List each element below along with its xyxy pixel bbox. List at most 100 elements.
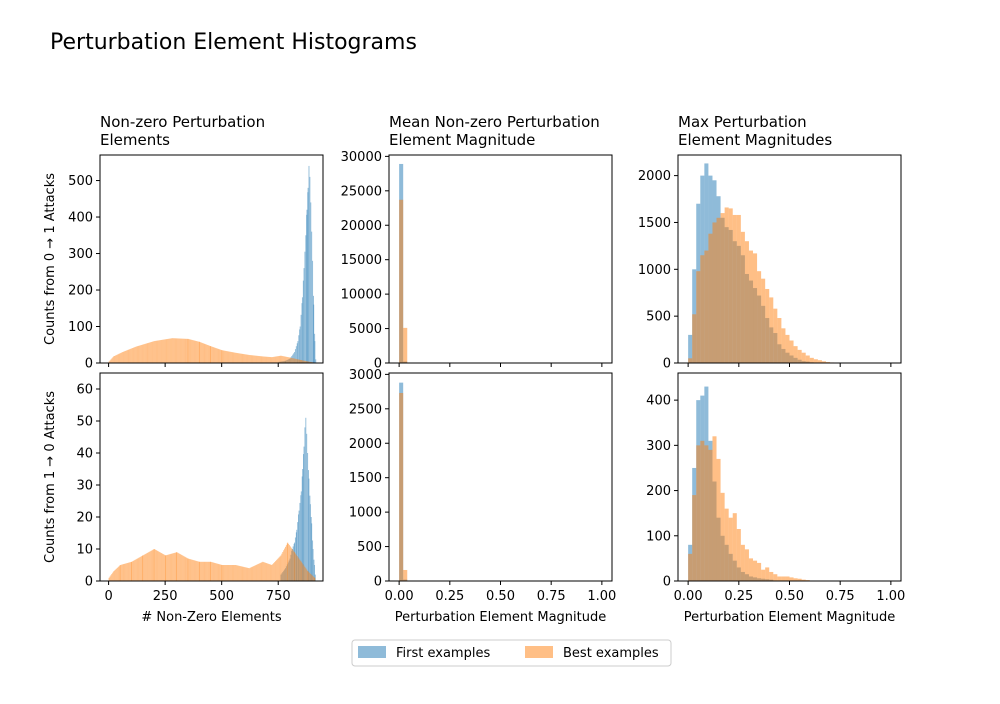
histogram-bar <box>167 339 168 363</box>
histogram-bar <box>270 357 271 363</box>
histogram-bar <box>175 553 176 581</box>
histogram-bar <box>185 557 186 581</box>
histogram-bar <box>141 556 142 581</box>
histogram-bar <box>277 356 278 363</box>
histogram-bar <box>111 358 112 363</box>
y-tick-label: 0 <box>663 575 671 590</box>
subplot-title-line: Non-zero Perturbation <box>100 113 265 131</box>
y-tick-label: 2000 <box>349 437 382 452</box>
histogram-bar <box>122 564 123 581</box>
histogram-bar <box>266 357 267 363</box>
histogram-bar <box>289 357 290 363</box>
histogram-bar <box>151 551 152 581</box>
x-tick-label: 0.75 <box>537 589 566 604</box>
histogram-bar <box>125 563 126 581</box>
histogram-bar <box>147 343 148 363</box>
histogram-bar <box>237 353 238 363</box>
histogram-bar <box>163 340 164 363</box>
histogram-bar <box>313 577 314 581</box>
histogram-bar <box>231 352 232 363</box>
histogram-bar <box>168 555 169 581</box>
histogram-bar <box>219 349 220 363</box>
histogram-bar <box>290 358 291 363</box>
histogram-bar <box>162 340 163 363</box>
histogram-bar <box>226 351 227 363</box>
histogram-bar <box>231 565 232 581</box>
histogram-bar <box>214 563 215 581</box>
histogram-bar <box>302 563 303 581</box>
histogram-bar <box>227 565 228 581</box>
histogram-bar <box>152 550 153 581</box>
subplot-title-line: Element Magnitude <box>389 131 535 149</box>
histogram-bar <box>246 355 247 363</box>
histogram-bar <box>207 562 208 581</box>
histogram-bar <box>217 564 218 581</box>
histogram-bar <box>298 335 299 363</box>
histogram-bar <box>246 568 247 581</box>
histogram-bar <box>119 353 120 363</box>
histogram-bar <box>286 357 287 363</box>
histogram-bar <box>115 570 116 581</box>
histogram-bar <box>242 566 243 581</box>
histogram-bar <box>150 551 151 581</box>
histogram-bar <box>769 297 773 363</box>
histogram-bar <box>241 566 242 581</box>
histogram-bar <box>781 576 785 581</box>
histogram-bar <box>207 345 208 363</box>
histogram-bar <box>185 557 186 581</box>
histogram-bar <box>292 549 293 581</box>
histogram-bar <box>216 563 217 581</box>
histogram-bar <box>220 350 221 363</box>
histogram-bar <box>399 393 403 581</box>
histogram-bar <box>300 327 301 363</box>
histogram-bar <box>120 565 121 581</box>
histogram-bar <box>292 358 293 363</box>
histogram-bar <box>219 564 220 581</box>
histogram-bar <box>174 553 175 581</box>
histogram-bar <box>144 554 145 581</box>
histogram-bar <box>717 218 721 363</box>
histogram-bar <box>245 567 246 581</box>
histogram-bar <box>753 561 757 581</box>
histogram-bar <box>172 338 173 363</box>
x-tick-label: 0.00 <box>674 589 703 604</box>
histogram-bar <box>224 565 225 581</box>
histogram-bar <box>193 340 194 363</box>
histogram-bar <box>305 568 306 581</box>
histogram-bar <box>261 562 262 581</box>
histogram-bar <box>278 356 279 363</box>
histogram-bar <box>218 564 219 581</box>
histogram-bar <box>173 338 174 363</box>
histogram-bar <box>258 564 259 581</box>
histogram-bar <box>211 562 212 581</box>
histogram-bar <box>247 355 248 363</box>
x-tick-label: 500 <box>209 589 234 604</box>
x-axis-label: Perturbation Element Magnitude <box>684 610 895 625</box>
histogram-bar <box>159 552 160 581</box>
histogram-bar <box>250 568 251 581</box>
histogram-bar <box>233 565 234 581</box>
histogram-bar <box>177 553 178 581</box>
histogram-bar <box>211 347 212 363</box>
histogram-bar <box>310 504 311 581</box>
histogram-bar <box>153 341 154 363</box>
histogram-bar <box>223 565 224 581</box>
histogram-bar <box>154 549 155 581</box>
histogram-bar <box>156 550 157 581</box>
histogram-bar <box>283 550 284 581</box>
histogram-bar <box>216 348 217 363</box>
histogram-bar <box>171 554 172 581</box>
histogram-bar <box>309 166 310 363</box>
histogram-bar <box>298 557 299 581</box>
histogram-bar <box>223 351 224 363</box>
histogram-bar <box>252 566 253 581</box>
histogram-bar <box>189 559 190 581</box>
histogram-bar <box>177 338 178 363</box>
histogram-bar <box>247 568 248 581</box>
histogram-bar <box>238 566 239 581</box>
histogram-bar <box>190 340 191 363</box>
series-best <box>399 200 407 363</box>
histogram-bar <box>182 339 183 363</box>
